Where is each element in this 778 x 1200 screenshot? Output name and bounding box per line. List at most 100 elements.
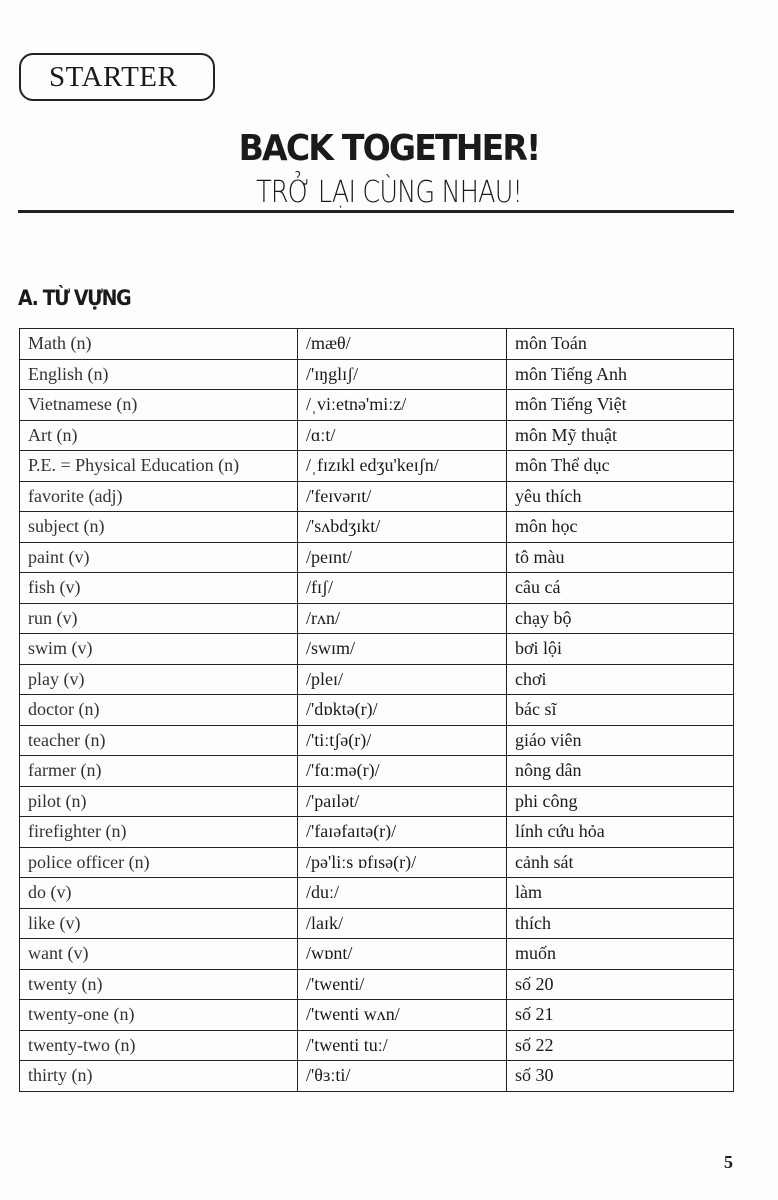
vocab-phonetic: /mæθ/ (297, 328, 507, 360)
vocab-meaning: số 21 (506, 999, 734, 1031)
table-row: English (n)/'ɪŋglɪʃ/môn Tiếng Anh (19, 358, 734, 390)
vocabulary-table: Math (n)/mæθ/môn Toán English (n)/'ɪŋglɪʃ… (19, 328, 734, 1092)
vocab-meaning: môn Tiếng Việt (506, 389, 734, 421)
vocab-phonetic: /'twenti wʌn/ (297, 999, 507, 1031)
vocab-phonetic: /'twenti tuː/ (297, 1029, 507, 1061)
table-row: paint (v)/peɪnt/tô màu (19, 541, 734, 573)
table-row: doctor (n)/'dɒktə(r)/bác sĩ (19, 694, 734, 726)
page-number: 5 (724, 1152, 733, 1172)
vocab-word: fish (v) (19, 572, 298, 604)
vocab-meaning: phi công (506, 785, 734, 817)
vocab-phonetic: /'sʌbdʒɪkt/ (297, 511, 507, 543)
table-row: run (v)/rʌn/chạy bộ (19, 602, 734, 634)
vocab-meaning: lính cứu hỏa (506, 816, 734, 848)
vocab-word: want (v) (19, 938, 298, 970)
table-row: Art (n)/ɑːt/môn Mỹ thuật (19, 419, 734, 451)
vocab-phonetic: /duː/ (297, 877, 507, 909)
vocab-word: favorite (adj) (19, 480, 298, 512)
vocab-word: Vietnamese (n) (19, 389, 298, 421)
vocab-phonetic: /rʌn/ (297, 602, 507, 634)
table-row: thirty (n)/'θɜːti/số 30 (19, 1060, 734, 1092)
vocab-meaning: bơi lội (506, 633, 734, 665)
vocab-phonetic: /wɒnt/ (297, 938, 507, 970)
page-subtitle: TRỞ LẠI CÙNG NHAU! (256, 175, 523, 210)
table-row: police officer (n)/pə'liːs ɒfɪsə(r)/cảnh… (19, 846, 734, 878)
vocab-phonetic: /peɪnt/ (297, 541, 507, 573)
vocab-word: subject (n) (19, 511, 298, 543)
vocab-meaning: môn Thể dục (506, 450, 734, 482)
vocab-phonetic: /pleɪ/ (297, 663, 507, 695)
table-row: twenty (n)/'twenti/số 20 (19, 968, 734, 1000)
vocab-word: do (v) (19, 877, 298, 909)
vocab-meaning: giáo viên (506, 724, 734, 756)
vocab-word: swim (v) (19, 633, 298, 665)
vocab-word: twenty-two (n) (19, 1029, 298, 1061)
vocab-phonetic: /fɪʃ/ (297, 572, 507, 604)
page-title: BACK TOGETHER! (238, 128, 542, 169)
starter-label: STARTER (19, 53, 215, 101)
table-row: Math (n)/mæθ/môn Toán (19, 328, 734, 360)
table-row: favorite (adj)/'feɪvərɪt/yêu thích (19, 480, 734, 512)
vocab-word: twenty (n) (19, 968, 298, 1000)
table-row: like (v)/laɪk/thích (19, 907, 734, 939)
vocab-meaning: chạy bộ (506, 602, 734, 634)
vocab-meaning: số 20 (506, 968, 734, 1000)
vocab-phonetic: /'θɜːti/ (297, 1060, 507, 1092)
vocab-meaning: nông dân (506, 755, 734, 787)
section-title: A. TỪ VỰNG (18, 286, 132, 310)
vocab-phonetic: /'dɒktə(r)/ (297, 694, 507, 726)
table-row: do (v)/duː/làm (19, 877, 734, 909)
vocab-phonetic: /'ɪŋglɪʃ/ (297, 358, 507, 390)
table-row: twenty-one (n)/'twenti wʌn/số 21 (19, 999, 734, 1031)
vocab-meaning: tô màu (506, 541, 734, 573)
vocab-word: like (v) (19, 907, 298, 939)
vocab-word: play (v) (19, 663, 298, 695)
vocab-word: paint (v) (19, 541, 298, 573)
vocab-word: Art (n) (19, 419, 298, 451)
vocab-meaning: môn Toán (506, 328, 734, 360)
vocab-meaning: muốn (506, 938, 734, 970)
vocab-phonetic: /swɪm/ (297, 633, 507, 665)
table-row: firefighter (n)/'faɪəfaɪtə(r)/lính cứu h… (19, 816, 734, 848)
vocab-word: pilot (n) (19, 785, 298, 817)
vocab-word: doctor (n) (19, 694, 298, 726)
vocab-phonetic: /pə'liːs ɒfɪsə(r)/ (297, 846, 507, 878)
vocab-phonetic: /ˌfɪzɪkl edʒu'keɪʃn/ (297, 450, 507, 482)
table-row: pilot (n)/'paɪlət/phi công (19, 785, 734, 817)
vocab-meaning: số 22 (506, 1029, 734, 1061)
vocab-meaning: cảnh sát (506, 846, 734, 878)
table-row: Vietnamese (n)/ˌviːetnə'miːz/môn Tiếng V… (19, 389, 734, 421)
vocab-word: police officer (n) (19, 846, 298, 878)
table-row: teacher (n)/'tiːtʃə(r)/giáo viên (19, 724, 734, 756)
vocab-phonetic: /'faɪəfaɪtə(r)/ (297, 816, 507, 848)
vocab-phonetic: /'twenti/ (297, 968, 507, 1000)
vocab-word: firefighter (n) (19, 816, 298, 848)
vocab-word: thirty (n) (19, 1060, 298, 1092)
vocab-phonetic: /'fɑːmə(r)/ (297, 755, 507, 787)
vocab-meaning: thích (506, 907, 734, 939)
vocab-meaning: môn Mỹ thuật (506, 419, 734, 451)
table-row: play (v)/pleɪ/chơi (19, 663, 734, 695)
vocab-word: Math (n) (19, 328, 298, 360)
table-row: swim (v)/swɪm/bơi lội (19, 633, 734, 665)
table-row: want (v)/wɒnt/muốn (19, 938, 734, 970)
vocab-meaning: bác sĩ (506, 694, 734, 726)
table-row: twenty-two (n)/'twenti tuː/số 22 (19, 1029, 734, 1061)
table-row: P.E. = Physical Education (n)/ˌfɪzɪkl ed… (19, 450, 734, 482)
vocab-word: run (v) (19, 602, 298, 634)
vocab-phonetic: /'tiːtʃə(r)/ (297, 724, 507, 756)
table-row: fish (v)/fɪʃ/câu cá (19, 572, 734, 604)
vocab-meaning: yêu thích (506, 480, 734, 512)
vocab-phonetic: /'paɪlət/ (297, 785, 507, 817)
vocab-meaning: số 30 (506, 1060, 734, 1092)
table-row: subject (n)/'sʌbdʒɪkt/môn học (19, 511, 734, 543)
vocab-meaning: câu cá (506, 572, 734, 604)
vocab-word: teacher (n) (19, 724, 298, 756)
vocab-word: twenty-one (n) (19, 999, 298, 1031)
vocab-word: farmer (n) (19, 755, 298, 787)
vocab-word: English (n) (19, 358, 298, 390)
title-divider (18, 210, 734, 213)
vocab-word: P.E. = Physical Education (n) (19, 450, 298, 482)
vocab-phonetic: /ɑːt/ (297, 419, 507, 451)
vocab-meaning: môn Tiếng Anh (506, 358, 734, 390)
